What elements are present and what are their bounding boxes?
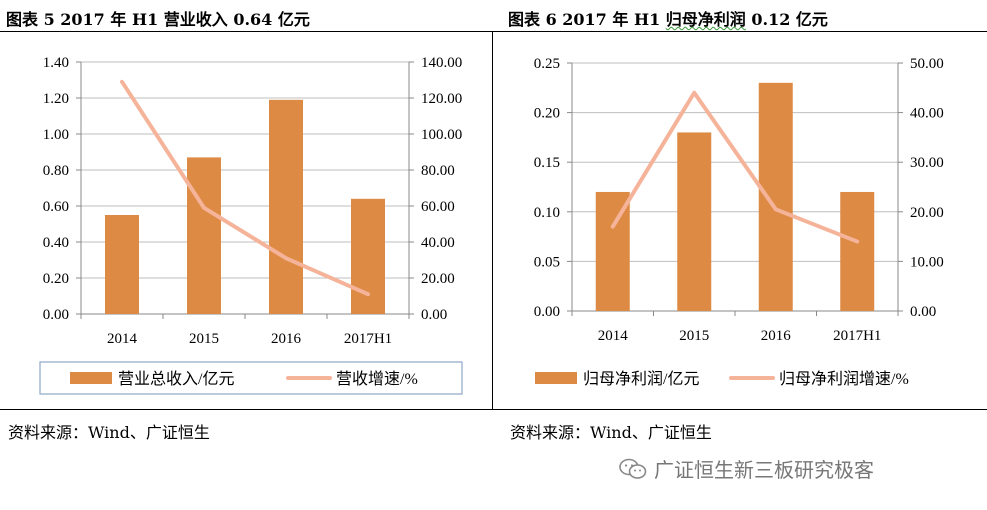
chart1-source: 资料来源：Wind、广证恒生	[8, 423, 210, 442]
chart1-right-tick-label: 80.00	[421, 163, 455, 179]
chart2-source: 资料来源：Wind、广证恒生	[510, 423, 712, 442]
chart1-x-tick-label: 2016	[271, 331, 302, 347]
chart1-x-tick-label: 2014	[107, 331, 138, 347]
chart1-right-tick-label: 40.00	[421, 235, 455, 251]
chart2-title-main: 归母净利润	[665, 10, 746, 29]
watermark-text: 广证恒生新三板研究极客	[654, 458, 874, 482]
chart1-legend-bar-label: 营业总收入/亿元	[118, 370, 234, 388]
chart2-title: 图表 6 2017 年 H1 归母净利润 0.12 亿元	[508, 6, 828, 30]
panel-divider	[492, 31, 493, 409]
chart2-right-tick-label: 40.00	[910, 106, 944, 122]
chart1-right-tick-label: 120.00	[421, 91, 462, 107]
chart1-left-tick-label: 1.20	[43, 91, 69, 107]
chart1-left-tick-label: 0.60	[43, 199, 69, 215]
chart1-bar	[187, 157, 221, 314]
chart1-left-tick-label: 1.00	[43, 127, 69, 143]
chart1-right-tick-label: 100.00	[421, 127, 462, 143]
header-rule	[0, 31, 987, 32]
chart2-x-tick-label: 2015	[679, 328, 709, 344]
chart2-left-tick-label: 0.20	[534, 106, 560, 122]
chart1-left-tick-label: 0.20	[43, 271, 69, 287]
chart1-bar	[351, 198, 385, 314]
chart2-x-tick-label: 2014	[598, 328, 629, 344]
chart1-left-tick-label: 1.40	[43, 55, 69, 71]
chart1-x-tick-label: 2015	[189, 331, 219, 347]
footer-rule	[0, 409, 987, 410]
chart2-svg: 0.00 0.05 0.10 0.15 0.20 0.25 0.00 10.00 20.00 30…	[534, 56, 944, 388]
chart1-growth-line	[120, 79, 370, 297]
chart1-left-tick-label: 0.00	[43, 307, 69, 323]
wechat-icon	[618, 457, 648, 486]
watermark: 广证恒生新三板研究极客	[618, 454, 874, 486]
chart1-left-tick-label: 0.80	[43, 163, 69, 179]
chart2-left-tick-label: 0.00	[534, 304, 560, 320]
chart2-x-tick-label: 2017H1	[833, 328, 881, 344]
chart1-right-tick-label: 140.00	[421, 55, 462, 71]
chart1-bar	[269, 99, 303, 314]
chart2-legend-bar-swatch	[535, 372, 577, 384]
chart2-left-tick-label: 0.10	[534, 205, 560, 221]
chart2-left-tick-label: 0.05	[534, 254, 560, 270]
chart2-right-tick-label: 10.00	[910, 254, 944, 270]
chart1-svg: 0.00 0.20 0.40 0.60 0.80 1.00 1.20 1.40 0.00 20.0…	[39, 55, 463, 395]
chart2-right-tick-label: 20.00	[910, 205, 944, 221]
chart2-x-tick-label: 2016	[761, 328, 792, 344]
chart1-x-tick-label: 2017H1	[344, 331, 392, 347]
chart2-growth-line	[610, 90, 860, 244]
chart1-left-tick-label: 0.40	[43, 235, 69, 251]
chart1-legend-bar-swatch	[70, 372, 112, 384]
chart1-right-tick-label: 20.00	[421, 271, 455, 287]
chart2-title-prefix: 图表 6 2017 年 H1	[508, 10, 666, 29]
chart2-bar	[840, 191, 875, 311]
chart2-title-suffix: 0.12 亿元	[745, 10, 828, 29]
chart2-right-tick-label: 30.00	[910, 155, 944, 171]
chart2-right-tick-label: 50.00	[910, 56, 944, 72]
chart1-legend-box	[39, 361, 463, 395]
chart1-legend-line-label: 营收增速/%	[336, 370, 418, 388]
chart2-legend-bar-label: 归母净利润/亿元	[583, 370, 699, 388]
chart1-right-tick-label: 60.00	[421, 199, 455, 215]
chart2-bar	[677, 132, 712, 311]
chart2-legend-line-label: 归母净利润增速/%	[779, 370, 909, 388]
chart1-right-tick-label: 0.00	[421, 307, 447, 323]
chart2-right-tick-label: 0.00	[910, 304, 936, 320]
chart1-bar	[105, 215, 139, 314]
chart2-left-tick-label: 0.25	[534, 56, 560, 72]
chart2-left-tick-label: 0.15	[534, 155, 560, 171]
chart1-title: 图表 5 2017 年 H1 营业收入 0.64 亿元	[6, 10, 310, 29]
chart2-bar	[758, 82, 793, 311]
